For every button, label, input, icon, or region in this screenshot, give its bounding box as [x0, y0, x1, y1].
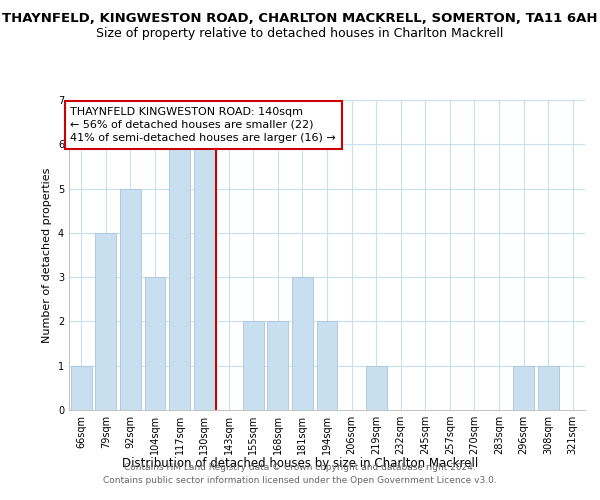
Text: Size of property relative to detached houses in Charlton Mackrell: Size of property relative to detached ho…	[97, 28, 503, 40]
Text: THAYNFELD KINGWESTON ROAD: 140sqm
← 56% of detached houses are smaller (22)
41% : THAYNFELD KINGWESTON ROAD: 140sqm ← 56% …	[70, 106, 336, 143]
Y-axis label: Number of detached properties: Number of detached properties	[43, 168, 52, 342]
Bar	[71, 366, 92, 410]
Text: Distribution of detached houses by size in Charlton Mackrell: Distribution of detached houses by size …	[122, 458, 478, 470]
Bar	[365, 366, 386, 410]
Bar	[538, 366, 559, 410]
Text: Contains HM Land Registry data © Crown copyright and database right 2024.
Contai: Contains HM Land Registry data © Crown c…	[103, 464, 497, 485]
Bar	[145, 277, 166, 410]
Bar	[95, 233, 116, 410]
Bar	[169, 144, 190, 410]
Bar	[317, 322, 337, 410]
Text: THAYNFELD, KINGWESTON ROAD, CHARLTON MACKRELL, SOMERTON, TA11 6AH: THAYNFELD, KINGWESTON ROAD, CHARLTON MAC…	[2, 12, 598, 26]
Bar	[292, 277, 313, 410]
Bar	[243, 322, 264, 410]
Bar	[120, 188, 141, 410]
Bar	[268, 322, 289, 410]
Bar	[513, 366, 534, 410]
Bar	[194, 144, 215, 410]
